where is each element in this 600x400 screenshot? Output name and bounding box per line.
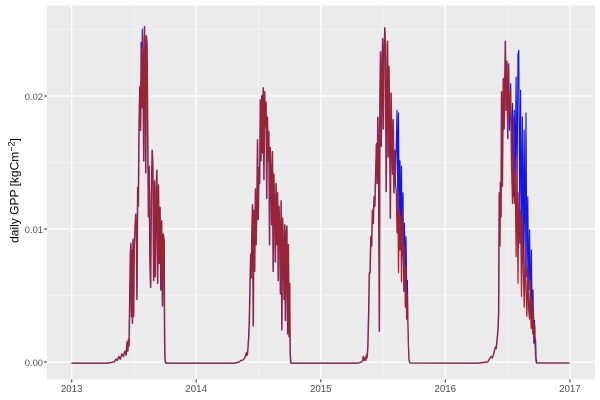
svg-text:2015: 2015 <box>310 384 332 395</box>
svg-text:0.01: 0.01 <box>25 224 43 235</box>
svg-text:2014: 2014 <box>185 384 207 395</box>
svg-text:2017: 2017 <box>559 384 581 395</box>
svg-text:0.02: 0.02 <box>25 91 43 102</box>
svg-text:0.00: 0.00 <box>25 357 43 368</box>
svg-text:2016: 2016 <box>435 384 457 395</box>
svg-text:daily GPP [kgCm−2]: daily GPP [kgCm−2] <box>6 138 21 243</box>
svg-text:2013: 2013 <box>61 384 83 395</box>
